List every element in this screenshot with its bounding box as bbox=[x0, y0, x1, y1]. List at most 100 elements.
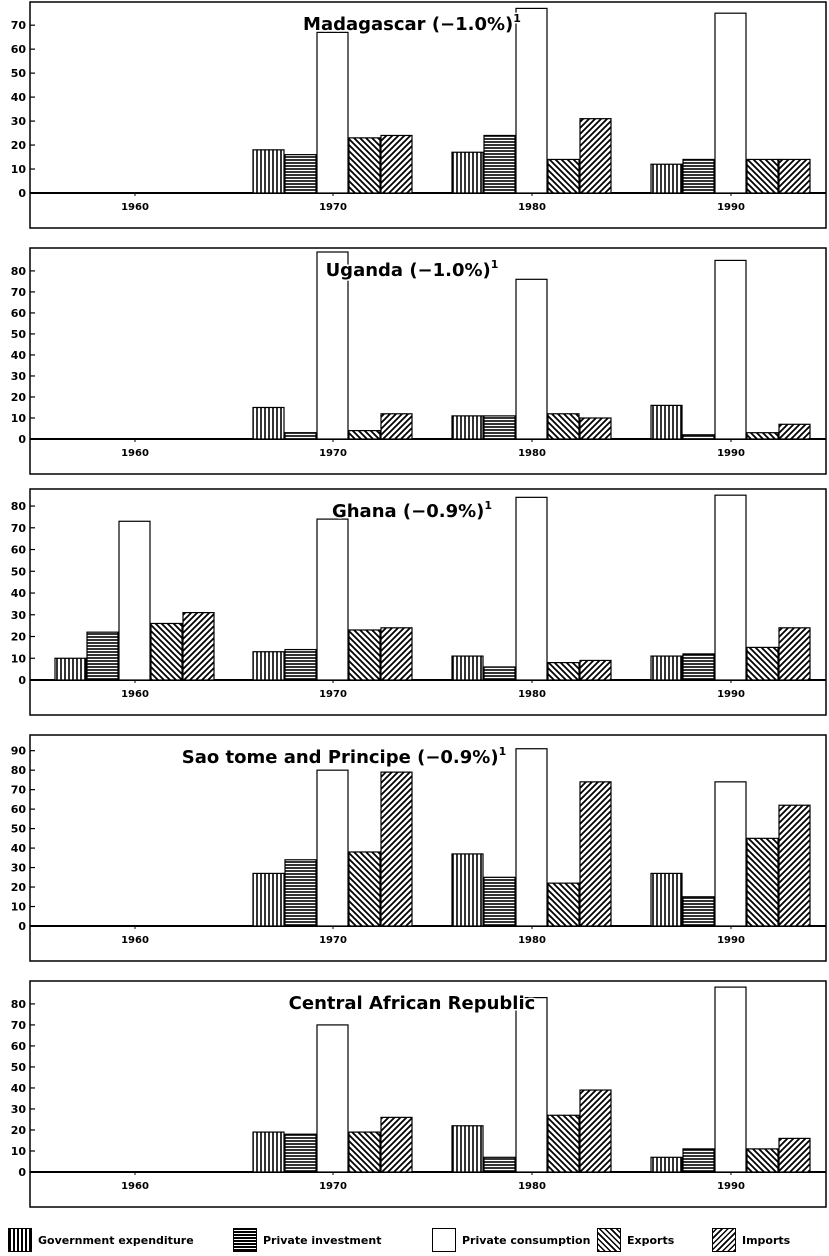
bar-imp-1970 bbox=[380, 627, 413, 681]
x-tick-label: 1980 bbox=[518, 935, 546, 946]
y-tick-label: 50 bbox=[11, 67, 27, 80]
x-tick-label: 1960 bbox=[121, 1181, 149, 1192]
panel-title: Uganda (−1.0%)1 bbox=[326, 258, 499, 281]
bar-imp-1980 bbox=[579, 781, 612, 927]
legend-item-3: Exports bbox=[597, 1228, 674, 1252]
bar-gov-1990 bbox=[650, 404, 683, 440]
bar-imp-1980 bbox=[579, 659, 612, 681]
y-tick-label: 60 bbox=[11, 307, 27, 320]
bar-inv-1990 bbox=[682, 158, 715, 194]
bar-gov-1980 bbox=[451, 655, 484, 681]
y-tick-label: 40 bbox=[11, 587, 27, 600]
legend-item-1: Private investment bbox=[233, 1228, 381, 1252]
y-tick-label: 80 bbox=[11, 764, 27, 777]
y-tick-label: 30 bbox=[11, 370, 27, 383]
bar-exp-1990 bbox=[746, 158, 779, 194]
bar-gov-1990 bbox=[650, 1156, 683, 1173]
bar-imp-1990 bbox=[778, 804, 811, 927]
bar-cons-1990 bbox=[714, 986, 747, 1173]
bar-imp-1990 bbox=[778, 627, 811, 681]
plot-frame bbox=[29, 980, 827, 1208]
bar-inv-1990 bbox=[682, 896, 715, 927]
y-tick-label: 20 bbox=[11, 391, 27, 404]
y-tick-label: 30 bbox=[11, 609, 27, 622]
bar-imp-1970 bbox=[380, 134, 413, 194]
x-tick-label: 1990 bbox=[717, 448, 745, 459]
y-tick-label: 80 bbox=[11, 998, 27, 1011]
bar-imp-1980 bbox=[579, 417, 612, 440]
y-tick-label: 50 bbox=[11, 1061, 27, 1074]
bar-inv-1980 bbox=[483, 1156, 516, 1173]
x-tick-label: 1980 bbox=[518, 448, 546, 459]
bar-exp-1980 bbox=[547, 882, 580, 927]
y-tick-label: 40 bbox=[11, 1082, 27, 1095]
y-tick-label: 70 bbox=[11, 286, 27, 299]
bar-gov-1970 bbox=[252, 1131, 285, 1173]
y-tick-label: 70 bbox=[11, 1019, 27, 1032]
legend-swatch bbox=[233, 1228, 257, 1252]
bar-gov-1970 bbox=[252, 872, 285, 927]
bar-cons-1960 bbox=[118, 520, 151, 681]
y-tick-label: 80 bbox=[11, 500, 27, 513]
chart-panel-4: 0 10 20 30 40 50 60 70 80 1960 1970 1980 1990 Central… bbox=[11, 980, 827, 1208]
x-tick-label: 1980 bbox=[518, 689, 546, 700]
y-tick-label: 20 bbox=[11, 881, 27, 894]
y-tick-label: 10 bbox=[11, 163, 27, 176]
bar-cons-1980 bbox=[515, 278, 548, 440]
y-tick-label: 20 bbox=[11, 139, 27, 152]
bar-exp-1990 bbox=[746, 432, 779, 440]
bar-cons-1970 bbox=[316, 769, 349, 927]
bar-inv-1970 bbox=[284, 648, 317, 681]
bar-imp-1980 bbox=[579, 118, 612, 194]
chart-panel-0: 0 10 20 30 40 50 60 70 1960 1970 1980 1990 Madagasca… bbox=[11, 1, 827, 229]
legend-swatch bbox=[597, 1228, 621, 1252]
bar-cons-1990 bbox=[714, 781, 747, 927]
bar-gov-1970 bbox=[252, 149, 285, 194]
title-superscript: 1 bbox=[513, 12, 521, 25]
y-tick-label: 50 bbox=[11, 823, 27, 836]
y-tick-label: 10 bbox=[11, 1145, 27, 1158]
chart-panel-3: 0 10 20 30 40 50 60 70 80 90 1960 1970 1980 1990 Sao t… bbox=[11, 734, 827, 962]
bar-inv-1970 bbox=[284, 859, 317, 927]
y-tick-label: 10 bbox=[11, 901, 27, 914]
bar-gov-1990 bbox=[650, 872, 683, 927]
x-tick-label: 1960 bbox=[121, 202, 149, 213]
y-tick-label: 50 bbox=[11, 328, 27, 341]
x-tick-label: 1970 bbox=[319, 1181, 347, 1192]
y-tick-label: 30 bbox=[11, 1103, 27, 1116]
y-tick-label: 0 bbox=[18, 1166, 26, 1179]
y-tick-label: 60 bbox=[11, 1040, 27, 1053]
bar-cons-1970 bbox=[316, 518, 349, 681]
legend-label: Exports bbox=[627, 1233, 675, 1247]
y-tick-label: 40 bbox=[11, 842, 27, 855]
bar-imp-1970 bbox=[380, 413, 413, 440]
bar-cons-1980 bbox=[515, 748, 548, 927]
bar-inv-1980 bbox=[483, 876, 516, 927]
legend: Government expenditure Private investment… bbox=[0, 1226, 829, 1254]
y-tick-label: 0 bbox=[18, 187, 26, 200]
legend-label: Private consumption bbox=[462, 1233, 591, 1247]
y-tick-label: 30 bbox=[11, 115, 27, 128]
y-tick-label: 10 bbox=[11, 412, 27, 425]
x-tick-label: 1990 bbox=[717, 689, 745, 700]
bar-exp-1970 bbox=[348, 851, 381, 927]
bar-inv-1990 bbox=[682, 653, 715, 681]
x-tick-label: 1960 bbox=[121, 689, 149, 700]
chart-panel-2: 0 10 20 30 40 50 60 70 80 1960 1970 1980 1990 Ghana (… bbox=[11, 488, 827, 716]
bar-exp-1970 bbox=[348, 429, 381, 440]
y-tick-label: 80 bbox=[11, 265, 27, 278]
panel-title: Madagascar (−1.0%)1 bbox=[303, 12, 521, 35]
bar-exp-1980 bbox=[547, 1114, 580, 1173]
x-tick-label: 1990 bbox=[717, 935, 745, 946]
legend-swatch bbox=[712, 1228, 736, 1252]
bar-inv-1980 bbox=[483, 134, 516, 194]
bar-exp-1980 bbox=[547, 662, 580, 681]
bar-cons-1970 bbox=[316, 31, 349, 194]
bar-exp-1990 bbox=[746, 1148, 779, 1173]
bar-exp-1990 bbox=[746, 646, 779, 681]
title-superscript: 1 bbox=[484, 499, 492, 512]
y-tick-label: 0 bbox=[18, 920, 26, 933]
bar-exp-1980 bbox=[547, 158, 580, 194]
bar-gov-1980 bbox=[451, 853, 484, 927]
